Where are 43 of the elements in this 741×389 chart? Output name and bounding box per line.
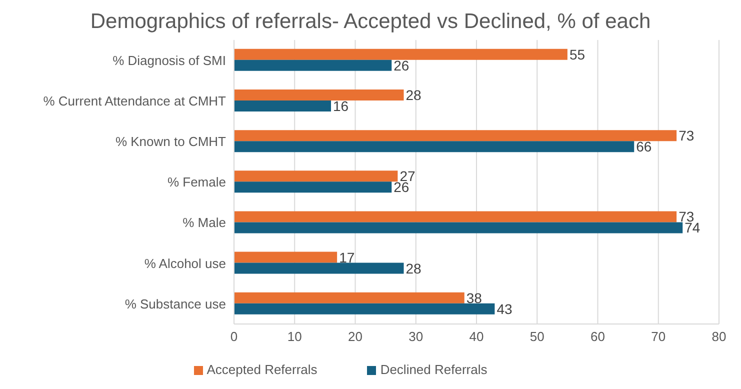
bar [234,292,464,304]
bar [234,252,338,263]
bar [234,48,568,60]
y-tick-label: % Alcohol use [144,256,226,271]
y-tick-label: % Female [167,174,226,190]
data-label: 28 [406,260,422,276]
bar [234,182,392,193]
chart-title: Demographics of referrals- Accepted vs Declined, % of each [89,9,652,35]
bar [234,89,404,100]
legend-label: Accepted Referrals [206,362,318,377]
y-tick-label: % Diagnosis of SMI [112,52,226,68]
bar [234,100,331,112]
bar [234,211,677,222]
x-tick-label: 50 [530,329,544,344]
bar [234,222,683,234]
x-tick-label: 40 [469,329,484,344]
x-tick-label: 80 [712,329,726,344]
y-tick-label: % Known to CMHT [115,134,226,150]
x-tick-label: 30 [408,329,424,344]
bar [234,262,404,274]
bar [234,141,634,152]
bar [234,170,398,182]
bar [234,303,495,314]
data-label: 28 [406,86,422,103]
x-tick-label: 70 [651,329,666,344]
data-label: 17 [339,249,355,266]
bar [234,60,392,71]
y-tick-label: % Male [182,215,226,230]
y-tick-label: % Current Attendance at CMHT [43,93,226,108]
x-tick-label: 0 [230,329,238,344]
data-label: 26 [394,57,410,74]
legend-label: Declined Referrals [380,362,488,377]
data-label: 55 [569,46,586,62]
x-tick-label: 20 [348,329,362,344]
data-label: 73 [678,128,694,144]
bar [234,130,677,142]
data-label: 38 [466,290,482,306]
y-tick-label: % Substance use [124,296,226,312]
x-tick-label: 10 [287,329,302,344]
data-label: 66 [636,138,652,155]
x-tick-label: 60 [590,329,605,344]
data-label: 16 [333,98,349,114]
data-label: 43 [496,300,512,317]
